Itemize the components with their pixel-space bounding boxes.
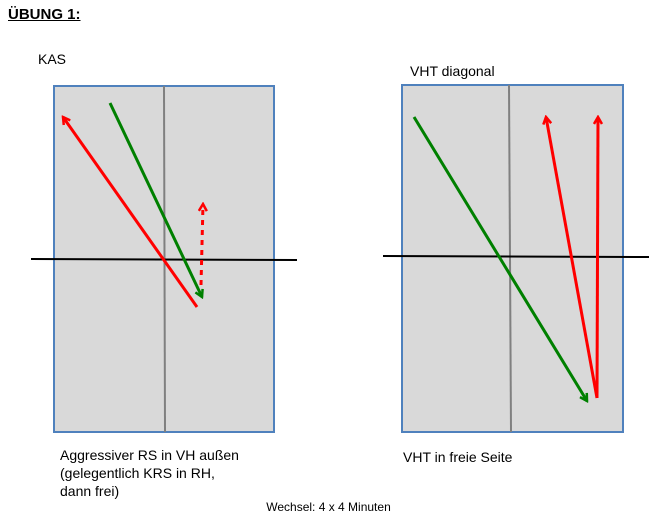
court-right-net — [382, 255, 650, 258]
court-right-area — [401, 84, 624, 433]
footer-note: Wechsel: 4 x 4 Minuten — [266, 500, 391, 514]
arrow-right-red-diagonal — [546, 117, 599, 399]
arrow-left-green — [108, 102, 202, 297]
drill-caption-right: VHT in freie Seite — [403, 448, 512, 466]
caption-right-line-1: VHT in freie Seite — [403, 449, 513, 465]
drill-label-left: KAS — [38, 51, 67, 67]
exercise-title: ÜBUNG 1: — [8, 6, 81, 23]
caption-left-line-2: (gelegentlich KRS in RH, — [60, 465, 215, 481]
caption-left-line-3: dann frei) — [60, 483, 120, 499]
arrow-left-red-dotted — [201, 204, 203, 286]
arrow-right-green — [412, 116, 587, 401]
arrow-right-red-straight — [597, 117, 598, 399]
drill-caption-left: Aggressiver RS in VH außen (gelegentlich… — [60, 446, 239, 500]
court-right-center-line — [508, 84, 512, 433]
arrow-left-red — [63, 117, 199, 308]
drill-label-right: VHT diagonal — [410, 63, 495, 79]
caption-left-line-1: Aggressiver RS in VH außen — [60, 447, 239, 463]
court-right — [382, 84, 650, 433]
court-left — [30, 85, 298, 433]
